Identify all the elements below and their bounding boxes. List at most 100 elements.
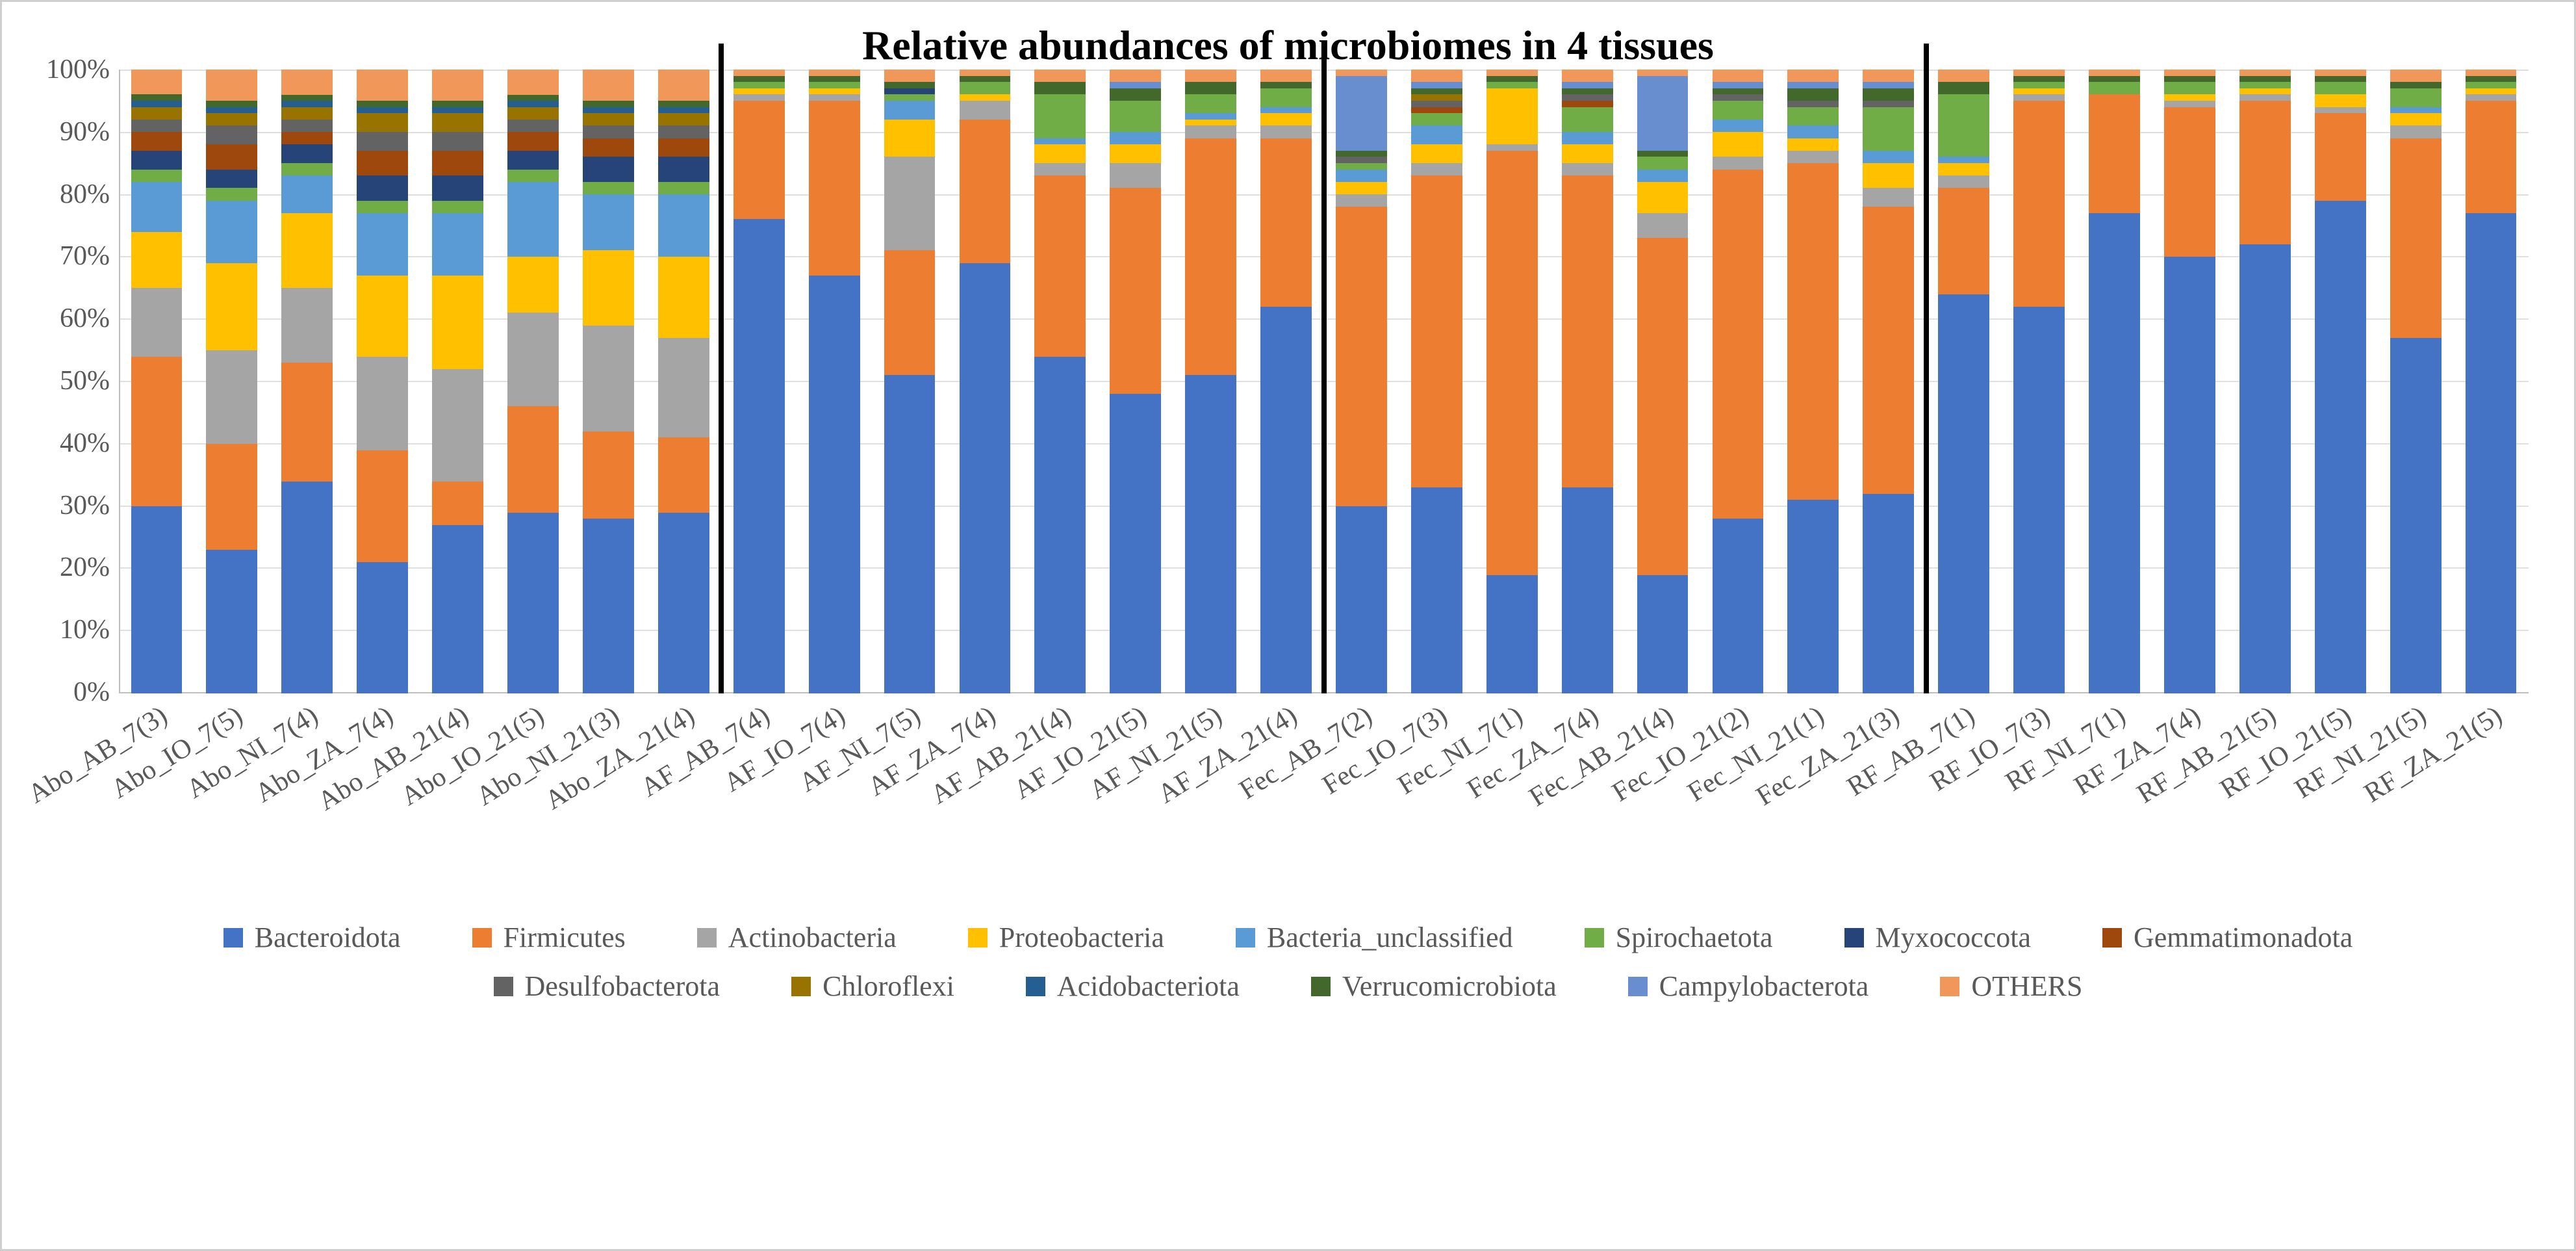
stacked-bar (1863, 70, 1914, 693)
bar-segment (960, 70, 1011, 76)
legend-item: Firmicutes (472, 921, 626, 954)
bar-segment (432, 525, 483, 693)
bar-segment (1562, 144, 1613, 163)
bar-segment (960, 120, 1011, 263)
bar-slot (1851, 70, 1926, 693)
bar-segment (281, 132, 333, 144)
stacked-bar (2089, 70, 2140, 693)
bar-segment (281, 213, 333, 288)
y-tick-label: 0% (73, 677, 120, 708)
legend-label: Chloroflexi (823, 970, 954, 1003)
bar-segment (1863, 82, 1914, 88)
bar-segment (1260, 88, 1312, 107)
bar-segment (2390, 88, 2442, 107)
bar-segment (2466, 101, 2517, 213)
bar-segment (2013, 82, 2065, 88)
stacked-bar (131, 70, 183, 693)
bar-slot (2378, 70, 2453, 693)
bar-segment (206, 263, 257, 350)
bar-segment (2466, 76, 2517, 83)
legend-label: Firmicutes (504, 921, 626, 954)
bar-segment (1034, 357, 1086, 693)
legend-item: Desulfobacterota (494, 970, 721, 1003)
bar-segment (1260, 125, 1312, 138)
plot-region: 0%10%20%30%40%50%60%70%80%90%100% (119, 70, 2529, 693)
bar-segment (131, 132, 183, 151)
bar-segment (1411, 163, 1462, 175)
bar-segment (1260, 107, 1312, 114)
legend-swatch (1844, 928, 1864, 948)
bar-segment (1034, 144, 1086, 163)
bar-segment (281, 120, 333, 132)
bar-segment (2089, 70, 2140, 76)
bar-segment (131, 357, 183, 506)
bar-segment (1411, 107, 1462, 114)
bar-segment (1562, 70, 1613, 82)
legend-item: Bacteroidota (223, 921, 401, 954)
bar-segment (884, 82, 936, 88)
legend-label: Proteobacteria (999, 921, 1164, 954)
bar-segment (1110, 70, 1161, 82)
bar-segment (432, 369, 483, 482)
bar-segment (507, 101, 559, 107)
bar-segment (583, 138, 634, 157)
bar-segment (507, 170, 559, 182)
bar-segment (357, 357, 408, 450)
bar-segment (2164, 70, 2215, 76)
bar-segment (2315, 113, 2366, 200)
bar-segment (1411, 144, 1462, 163)
bar-segment (432, 132, 483, 151)
y-tick-label: 100% (46, 54, 120, 85)
bar-segment (583, 519, 634, 693)
bar-segment (2466, 213, 2517, 693)
bar-segment (2164, 257, 2215, 693)
bar-segment (884, 120, 936, 157)
legend-label: Campylobacterota (1659, 970, 1869, 1003)
bar-slot (797, 70, 872, 693)
y-tick-label: 40% (60, 428, 120, 459)
bar-segment (432, 175, 483, 200)
bar-segment (1486, 76, 1538, 83)
bar-slot (496, 70, 571, 693)
bar-segment (281, 175, 333, 213)
bar-segment (1034, 82, 1086, 94)
legend-label: Actinobacteria (728, 921, 897, 954)
bar-segment (2390, 82, 2442, 88)
stacked-bar (281, 70, 333, 693)
bar-segment (658, 125, 709, 138)
bar-segment (1938, 94, 1989, 157)
legend-item: OTHERS (1940, 970, 2082, 1003)
bar-segment (658, 513, 709, 693)
stacked-bar (2315, 70, 2366, 693)
bar-segment (1110, 101, 1161, 132)
bar-segment (884, 70, 936, 82)
bar-segment (1787, 88, 1839, 101)
bar-slot (646, 70, 721, 693)
bar-segment (357, 175, 408, 200)
bar-segment (206, 70, 257, 101)
bar-segment (1562, 487, 1613, 693)
bar-segment (2315, 201, 2366, 693)
bar-segment (658, 182, 709, 194)
bar-segment (884, 101, 936, 120)
stacked-bar (1336, 70, 1387, 693)
bar-segment (583, 157, 634, 181)
bar-segment (1185, 375, 1236, 693)
bar-segment (131, 151, 183, 170)
bar-segment (1110, 144, 1161, 163)
bar-slot (2227, 70, 2302, 693)
bar-segment (1562, 101, 1613, 107)
bar-slot (1098, 70, 1173, 693)
stacked-bar (507, 70, 559, 693)
bar-segment (1260, 307, 1312, 693)
bar-segment (507, 107, 559, 120)
legend-swatch (1940, 977, 1959, 996)
bar-segment (2164, 82, 2215, 94)
legend-swatch (697, 928, 717, 948)
bar-segment (658, 338, 709, 438)
bar-segment (2239, 88, 2291, 95)
bar-segment (658, 107, 709, 114)
bar-segment (1110, 394, 1161, 693)
bar-segment (733, 70, 785, 76)
stacked-bar (1110, 70, 1161, 693)
